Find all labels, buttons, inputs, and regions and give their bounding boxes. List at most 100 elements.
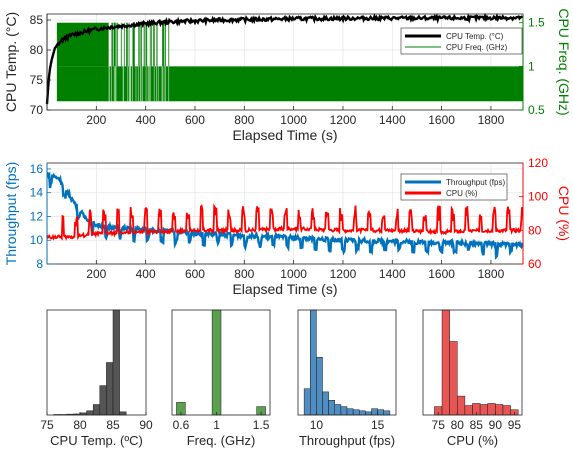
x-tick-label: 90 <box>139 418 153 432</box>
x-tick-label: 1800 <box>478 113 505 127</box>
axes-frame <box>46 309 147 416</box>
y-tick-label-right: 100 <box>528 190 548 204</box>
time-panel-1: 200 400 600 800 1000 1200 1400 1600 1800 8 10 12 14 1… <box>3 156 572 297</box>
histogram-bar <box>352 409 360 416</box>
x-axis-label: Elapsed Time (s) <box>232 281 337 297</box>
x-axis-label: Elapsed Time (s) <box>232 127 337 143</box>
histogram-bar <box>316 357 323 416</box>
x-tick-label: 1400 <box>379 113 406 127</box>
histogram-bar <box>377 409 384 416</box>
y-tick-label-left: 14 <box>30 186 44 200</box>
histogram-bar <box>346 408 354 416</box>
histogram-bar <box>502 405 511 416</box>
y-axis-label-right: CPU (%) <box>556 186 572 241</box>
x-tick-label: 0.6 <box>173 418 190 432</box>
y-tick-label-left: 10 <box>30 233 44 247</box>
freq-band-main <box>56 66 523 102</box>
histogram-bar <box>328 400 335 416</box>
y-tick-label-right: 1 <box>528 59 535 73</box>
histogram-bar <box>457 395 466 416</box>
x-tick-label: 1200 <box>330 113 357 127</box>
legend-box <box>400 27 523 55</box>
legend-box <box>400 173 508 201</box>
histogram-bar <box>487 403 496 416</box>
histogram-bar <box>112 309 120 416</box>
x-tick-label: 1 <box>213 418 220 432</box>
legend: CPU Temp. (°C) CPU Freq. (GHz) <box>400 27 523 55</box>
legend: Throughput (fps) CPU (%) <box>400 173 508 201</box>
x-tick-label: 1000 <box>280 113 307 127</box>
axes-frame <box>422 309 523 416</box>
y-axis-label-left: Throughput (fps) <box>3 162 19 266</box>
y-tick-label-right: 120 <box>528 156 548 170</box>
y-tick-label-left: 8 <box>36 257 43 271</box>
histogram-bar <box>86 410 94 416</box>
y-tick-label-left: 85 <box>30 13 44 27</box>
legend-label: Throughput (fps) <box>446 178 505 187</box>
x-tick-label: 800 <box>234 267 254 281</box>
time-panel-0: 200 400 600 800 1000 1200 1400 1600 1800 70 75 80 85… <box>3 8 572 143</box>
x-tick-label: 800 <box>234 113 254 127</box>
x-tick-label: 600 <box>185 113 205 127</box>
histogram-bar <box>359 410 366 416</box>
x-tick-label: 1600 <box>428 267 455 281</box>
x-tick-label: 85 <box>106 418 120 432</box>
histogram-bar <box>464 405 473 416</box>
histogram-bar <box>495 404 504 416</box>
y-axis-label-left: CPU Temp. (°C) <box>3 12 19 112</box>
histogram-bar <box>211 309 222 416</box>
y-axis-label-right: CPU Freq. (GHz) <box>556 8 572 115</box>
axes-frame <box>171 309 271 416</box>
x-tick-label: 200 <box>86 267 106 281</box>
y-tick-label-left: 12 <box>30 209 44 223</box>
x-tick-label: 75 <box>432 418 446 432</box>
histogram-bar <box>371 408 378 416</box>
x-tick-label: 1400 <box>379 267 406 281</box>
y-tick-label-left: 80 <box>30 43 44 57</box>
x-tick-label: 400 <box>136 267 156 281</box>
histogram-bar <box>119 411 127 416</box>
series-cpu-freq <box>56 22 523 102</box>
x-axis-label: Throughput (fps) <box>299 433 395 448</box>
x-tick-label: 90 <box>489 418 503 432</box>
x-tick-label: 1800 <box>478 267 505 281</box>
histogram-bar <box>441 309 450 416</box>
histogram-bar <box>365 411 372 416</box>
x-tick-label: 80 <box>73 418 87 432</box>
histogram-bar <box>99 385 107 416</box>
y-tick-label-left: 75 <box>30 73 44 87</box>
x-tick-label: 400 <box>136 113 156 127</box>
series-cpu-temp <box>45 12 524 105</box>
histogram-bar <box>322 391 329 416</box>
histogram-bar <box>383 410 391 416</box>
x-tick-label: 10 <box>310 418 324 432</box>
x-tick-label: 95 <box>508 418 522 432</box>
x-axis-label: Freq. (GHz) <box>187 433 256 448</box>
histogram-bar <box>92 404 101 416</box>
series-cpu <box>46 203 524 241</box>
x-tick-label: 1.5 <box>253 418 270 432</box>
y-tick-label-right: 1.5 <box>528 16 545 30</box>
x-tick-label: 1600 <box>428 113 455 127</box>
x-tick-label: 85 <box>470 418 484 432</box>
y-tick-label-right: 60 <box>528 257 542 271</box>
x-tick-label: 75 <box>40 418 54 432</box>
histogram-3: 75 80 85 90 95 CPU (%) <box>422 309 523 448</box>
x-tick-label: 1000 <box>280 267 307 281</box>
histogram-bar <box>310 309 317 416</box>
x-axis-label: CPU (%) <box>447 433 498 448</box>
x-axis-label: CPU Temp. (ºC) <box>50 433 143 448</box>
histogram-bar <box>479 404 488 416</box>
series-throughput <box>46 171 524 260</box>
histogram-bar <box>303 388 311 416</box>
histogram-bar <box>340 406 348 416</box>
x-tick-label: 1200 <box>330 267 357 281</box>
histogram-bar <box>106 362 114 416</box>
histogram-bar <box>334 404 342 416</box>
y-tick-label-right: 80 <box>528 223 542 237</box>
x-tick-label: 80 <box>451 418 465 432</box>
